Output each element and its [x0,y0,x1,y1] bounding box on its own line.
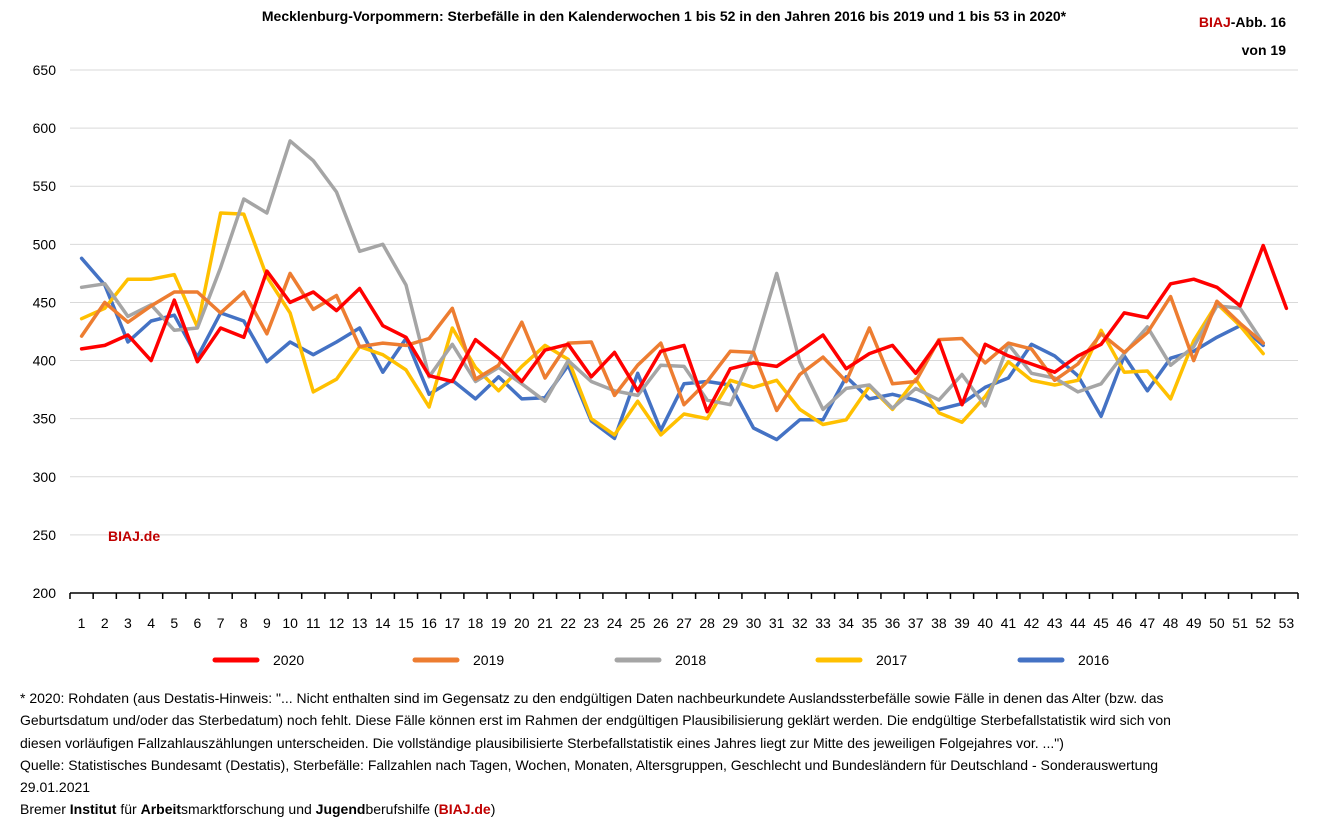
x-tick-label: 16 [421,615,437,631]
x-tick-label: 13 [352,615,368,631]
x-tick-label: 19 [491,615,507,631]
y-axis: 200 250 300 350 400 450 500 550 600 650 [33,62,57,601]
x-tick-label: 6 [194,615,202,631]
x-tick-label: 17 [445,615,461,631]
x-tick-label: 3 [124,615,132,631]
x-tick-label: 28 [699,615,715,631]
x-tick-label: 24 [607,615,623,631]
x-tick-label: 41 [1001,615,1017,631]
x-tick-label: 7 [217,615,225,631]
footnote-line: Geburtsdatum und/oder das Sterbedatum) n… [20,712,1171,729]
chart-title: Mecklenburg-Vorpommern: Sterbefälle in d… [261,8,1067,24]
x-tick-label: 51 [1232,615,1248,631]
x-axis: 1 2 3 4 5 6 7 8 9 10 11 12 13 14 15 16 17 18 19 20 21 22 23 24 2… [69,592,1299,631]
x-tick-label: 29 [723,615,739,631]
x-tick-label: 42 [1024,615,1040,631]
badge-brand: BIAJ [1198,14,1231,30]
x-tick-label: 43 [1047,615,1063,631]
x-tick-label: 9 [263,615,271,631]
legend-label-2019: 2019 [473,652,504,668]
badge-figure-total: von 19 [1241,42,1286,58]
figure-badge: BIAJ-Abb. 16 von 19 [1199,8,1286,64]
y-tick-label: 200 [33,585,57,601]
x-tick-label: 20 [514,615,530,631]
x-tick-label: 31 [769,615,785,631]
y-tick-label: 600 [33,120,57,136]
series-line-2020 [79,243,1289,414]
x-tick-label: 36 [885,615,901,631]
watermark-biaj: BIAJ.de [108,528,160,544]
credit-line: Bremer Institut für Arbeitsmarktforschun… [20,801,496,818]
legend-label-2017: 2017 [876,652,907,668]
x-tick-label: 14 [375,615,391,631]
y-tick-label: 250 [33,527,57,543]
series-line-2018 [79,139,1265,412]
legend-label-2020: 2020 [273,652,304,668]
x-tick-label: 50 [1209,615,1225,631]
x-tick-label: 53 [1279,615,1295,631]
source-line: Quelle: Statistisches Bundesamt (Destati… [20,756,1159,773]
footnote-line: * 2020: Rohdaten (aus Destatis-Hinweis: … [20,690,1164,706]
x-tick-label: 46 [1116,615,1132,631]
x-tick-label: 4 [147,615,155,631]
x-tick-label: 15 [398,615,414,631]
x-tick-label: 30 [746,615,762,631]
x-tick-label: 5 [170,615,178,631]
x-tick-label: 34 [838,615,854,631]
x-tick-label: 23 [584,615,600,631]
series-line-2019 [79,271,1265,413]
x-tick-label: 35 [862,615,878,631]
x-tick-label: 52 [1255,615,1271,631]
y-tick-label: 650 [33,62,57,78]
x-tick-label: 32 [792,615,808,631]
x-tick-label: 1 [78,615,86,631]
x-tick-label: 26 [653,615,669,631]
y-tick-label: 550 [33,178,57,194]
x-tick-label: 22 [560,615,576,631]
y-tick-label: 300 [33,469,57,485]
y-tick-label: 450 [33,294,57,310]
x-tick-label: 49 [1186,615,1202,631]
x-tick-label: 12 [329,615,345,631]
footnote-line: diesen vorläufigen Fallzahlauszählungen … [20,734,1064,751]
x-tick-label: 2 [101,615,109,631]
legend-label-2016: 2016 [1078,652,1109,668]
x-tick-label: 40 [977,615,993,631]
x-tick-label: 11 [306,615,321,631]
x-tick-label: 47 [1140,615,1156,631]
x-tick-label: 8 [240,615,248,631]
badge-figure-number: -Abb. 16 [1230,14,1286,30]
x-tick-label: 25 [630,615,646,631]
x-tick-label: 39 [954,615,970,631]
x-tick-label: 21 [537,615,553,631]
x-tick-label: 18 [468,615,484,631]
legend: 2020 2019 2018 2017 2016 [212,652,1109,668]
x-tick-label: 48 [1163,615,1179,631]
y-tick-label: 350 [33,411,57,427]
series-lines [79,139,1289,442]
y-tick-label: 400 [33,353,57,369]
y-tick-label: 500 [33,236,57,252]
x-tick-label: 37 [908,615,924,631]
x-tick-label: 33 [815,615,831,631]
legend-label-2018: 2018 [675,652,706,668]
x-tick-label: 10 [282,615,298,631]
footnote: * 2020: Rohdaten (aus Destatis-Hinweis: … [20,687,1310,821]
series-line-2017 [79,211,1265,437]
source-date: 29.01.2021 [20,779,91,796]
x-tick-label: 27 [676,615,692,631]
biaj-link[interactable]: BIAJ.de [438,801,491,818]
x-tick-label: 38 [931,615,947,631]
x-tick-label: 45 [1093,615,1109,631]
x-tick-label: 44 [1070,615,1086,631]
